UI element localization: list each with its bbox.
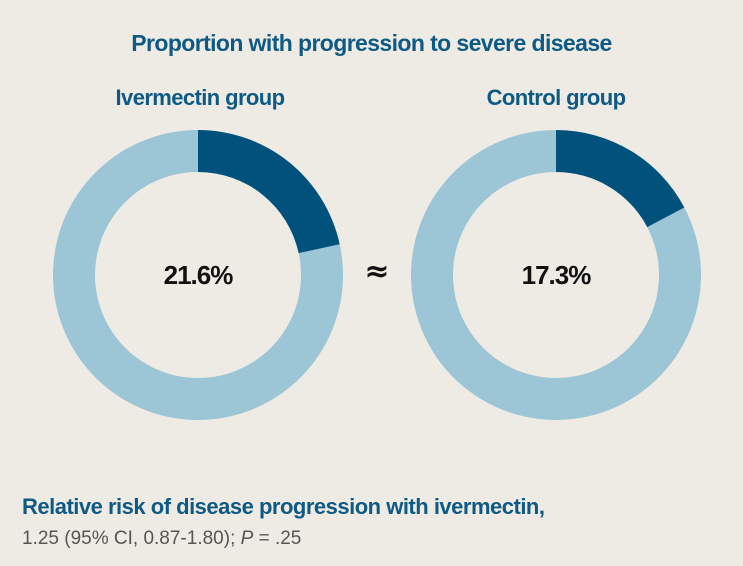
control-donut: 17.3% [410,130,701,420]
donut-charts: 21.6% 17.3% ≈ [53,130,701,420]
ivermectin-donut: 21.6% [53,130,344,420]
percentage-label: 17.3% [522,260,592,290]
ivermectin-group-label: Ivermectin group [115,85,285,110]
percentage-label: 21.6% [164,260,234,290]
p-symbol: P [240,528,254,549]
stats-prefix: 1.25 (95% CI, 0.87-1.80); [22,528,241,549]
chart-title: Proportion with progression to severe di… [131,30,612,56]
progression-slice [556,130,685,228]
control-group-label: Control group [486,85,626,110]
relative-risk-heading: Relative risk of disease progression wit… [22,494,545,519]
p-value: = .25 [253,528,302,549]
approx-symbol: ≈ [364,254,389,289]
progression-slice [198,130,340,254]
relative-risk-stats: 1.25 (95% CI, 0.87-1.80); P = .25 [22,528,301,550]
